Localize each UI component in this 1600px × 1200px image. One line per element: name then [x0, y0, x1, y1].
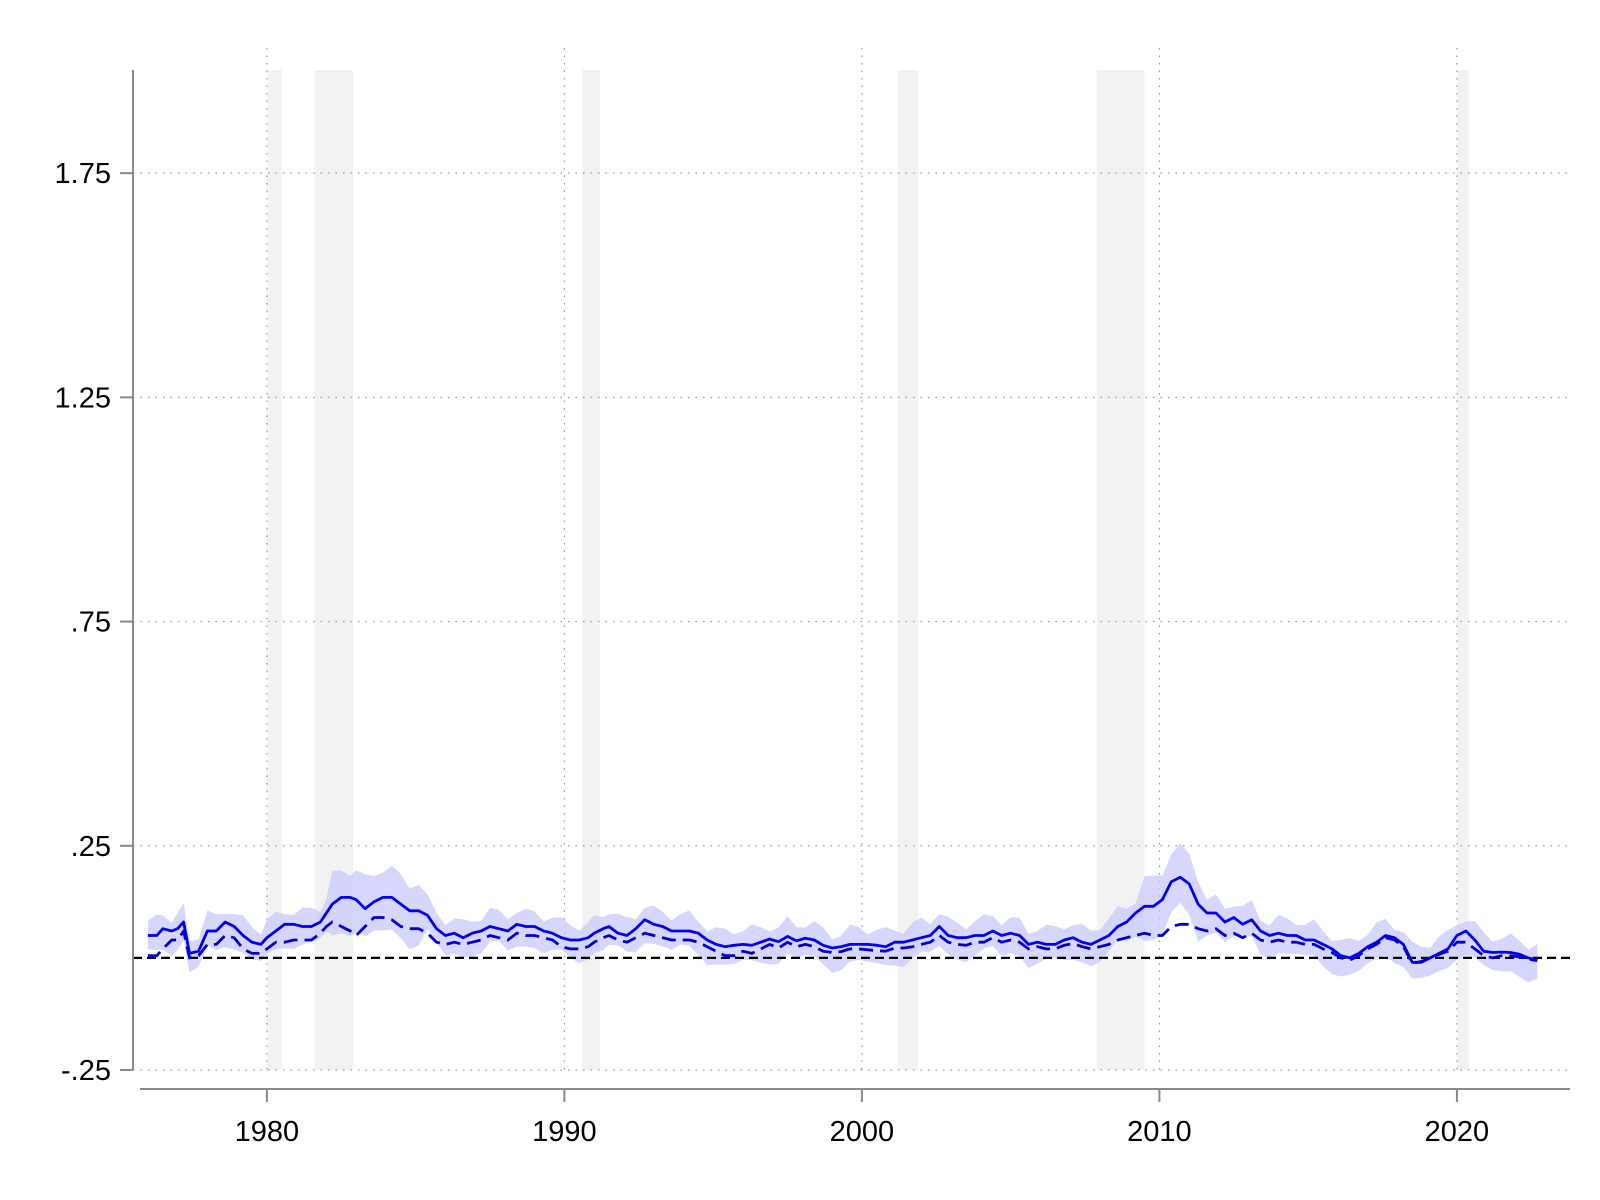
x-tick-label: 2020: [1425, 1116, 1490, 1148]
tick-labels: -.25 .25 .75 1.25 1.75 1980 1990 2000 2010 2020: [55, 158, 1490, 1148]
recession-band-0: [266, 70, 282, 1070]
series-line-dashed: [147, 916, 1538, 965]
recession-band-2: [582, 70, 601, 1070]
axes: [120, 70, 1570, 1102]
recession-band-3: [897, 70, 919, 1070]
y-tick-label: .75: [71, 607, 111, 639]
x-tick-label: 2010: [1127, 1116, 1192, 1148]
recession-band-5: [1456, 70, 1469, 1070]
x-tick-label: 1980: [235, 1116, 300, 1148]
y-tick-label: 1.75: [55, 158, 111, 190]
series-line-solid: [147, 875, 1538, 964]
y-tick-label: .25: [71, 831, 111, 863]
y-tick-label: 1.25: [55, 382, 111, 414]
series-lines: [147, 875, 1538, 965]
confidence-band: [147, 843, 1538, 983]
x-tick-label: 1990: [532, 1116, 597, 1148]
gridlines: [133, 48, 1570, 1071]
confidence-band-layer: [147, 843, 1538, 983]
y-tick-label: -.25: [61, 1055, 111, 1087]
x-tick-label: 2000: [830, 1116, 895, 1148]
